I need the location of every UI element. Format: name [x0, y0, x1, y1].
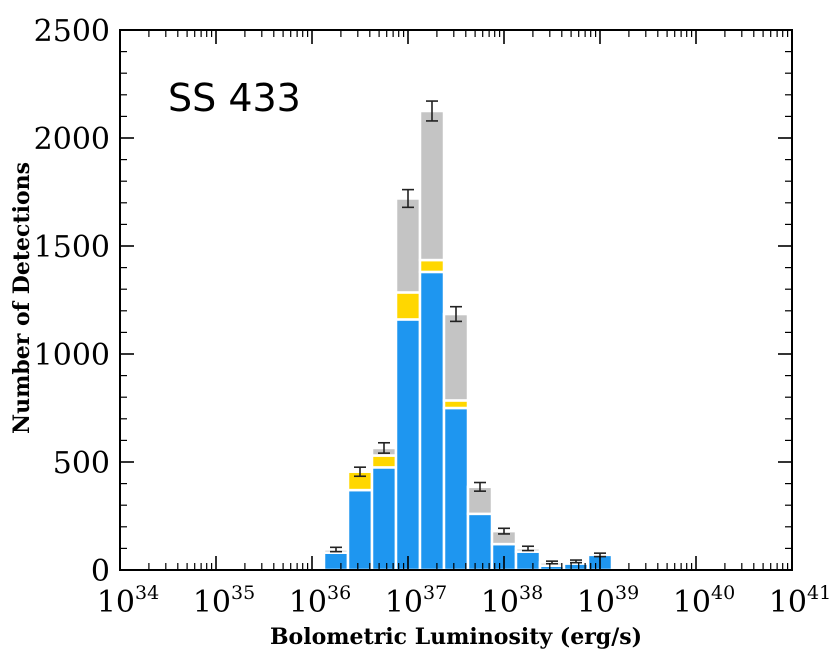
x-axis-label: Bolometric Luminosity (erg/s) [270, 624, 642, 650]
x-tick-label: 1040 [673, 582, 735, 620]
x-tick-label: 1034 [97, 582, 159, 620]
y-tick-label: 2500 [34, 14, 110, 49]
y-tick-label: 1500 [34, 230, 110, 265]
bars-group [322, 109, 614, 572]
bar-segment [418, 270, 446, 572]
y-tick-label: 1000 [34, 338, 110, 373]
bar-segment [370, 454, 398, 469]
x-tick-label: 1039 [577, 582, 639, 620]
bar-segment [346, 488, 374, 572]
bar-segment [394, 291, 422, 321]
bar-segment [394, 318, 422, 572]
bar-segment [322, 551, 350, 572]
bar-segment [370, 466, 398, 572]
x-tick-label: 1037 [385, 582, 447, 620]
y-axis-label: Number of Detections [9, 162, 35, 434]
x-tick-label: 1035 [193, 582, 255, 620]
bar-segment [514, 550, 542, 572]
bar-segment [418, 258, 446, 274]
x-tick-label: 1041 [769, 582, 830, 620]
bar-segment [442, 312, 470, 402]
bar-segment [442, 406, 470, 572]
x-tick-label: 1036 [289, 582, 351, 620]
bar-segment [394, 197, 422, 294]
bar-segment [418, 109, 446, 262]
tick-labels-group: 1034 1035 1036 1037 1038 1039 1040 1041 0 500 1000… [34, 14, 830, 620]
error-bars-group [330, 100, 606, 565]
ticks-group [119, 29, 793, 571]
y-tick-label: 500 [53, 446, 110, 481]
chart-title: SS 433 [168, 76, 301, 120]
bar-segment [466, 512, 494, 572]
y-tick-label: 0 [91, 554, 110, 589]
x-tick-label: 1038 [481, 582, 543, 620]
plot-frame [119, 29, 793, 571]
y-tick-label: 2000 [34, 122, 110, 157]
